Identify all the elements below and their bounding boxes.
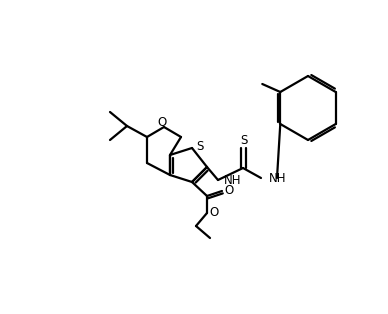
Text: O: O bbox=[224, 185, 234, 198]
Text: O: O bbox=[210, 207, 218, 219]
Text: O: O bbox=[158, 116, 166, 128]
Text: S: S bbox=[196, 139, 204, 153]
Text: NH: NH bbox=[224, 174, 241, 187]
Text: NH: NH bbox=[269, 171, 286, 185]
Text: S: S bbox=[240, 134, 248, 148]
